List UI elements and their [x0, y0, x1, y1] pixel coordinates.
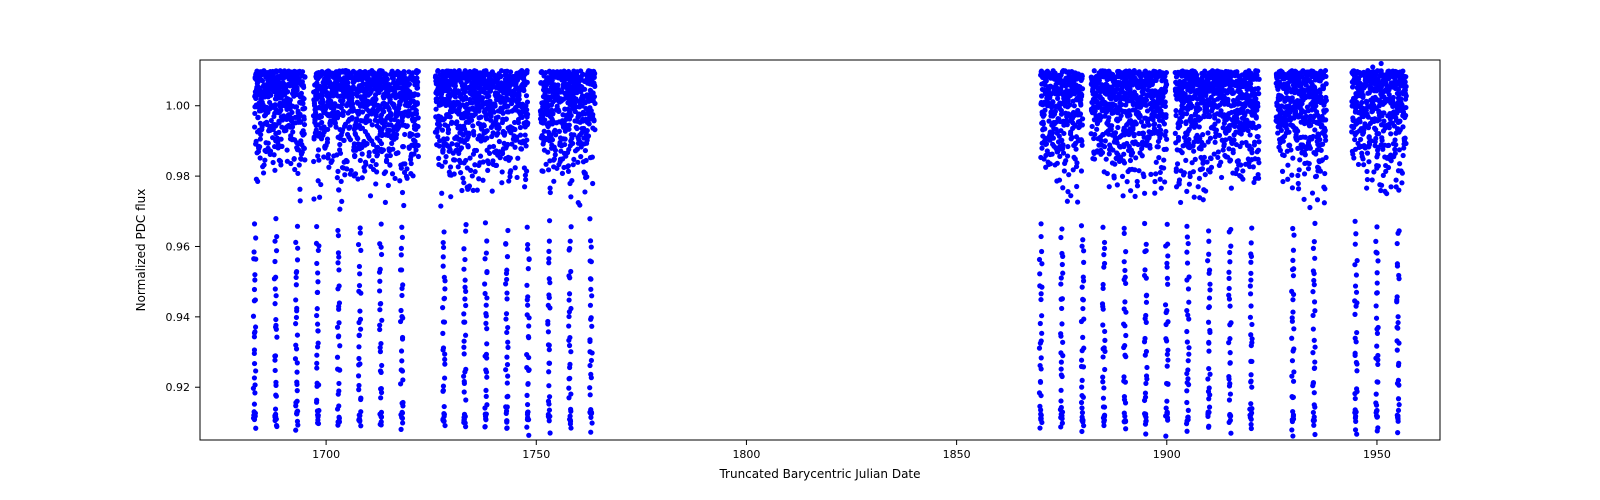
lightcurve-chart: 1700 1750 1800 1850 1900 1950 Truncated Baryce… — [0, 0, 1600, 500]
chart-svg: 1700 1750 1800 1850 1900 1950 Truncated Baryce… — [0, 0, 1600, 500]
y-axis-label: Normalized PDC flux — [134, 189, 148, 312]
y-tick-label: 0.92 — [166, 381, 191, 394]
y-tick-label: 1.00 — [166, 100, 191, 113]
x-tick-label: 1700 — [312, 448, 340, 461]
scatter-points — [0, 61, 1409, 500]
y-tick-label: 0.98 — [166, 170, 191, 183]
x-tick-label: 1850 — [943, 448, 971, 461]
y-tick-label: 0.94 — [166, 311, 191, 324]
y-tick-label: 0.96 — [166, 240, 191, 253]
x-tick-label: 1900 — [1153, 448, 1181, 461]
x-tick-label: 1800 — [732, 448, 760, 461]
x-axis-label: Truncated Barycentric Julian Date — [718, 467, 920, 481]
x-tick-label: 1750 — [522, 448, 550, 461]
x-tick-label: 1950 — [1363, 448, 1391, 461]
